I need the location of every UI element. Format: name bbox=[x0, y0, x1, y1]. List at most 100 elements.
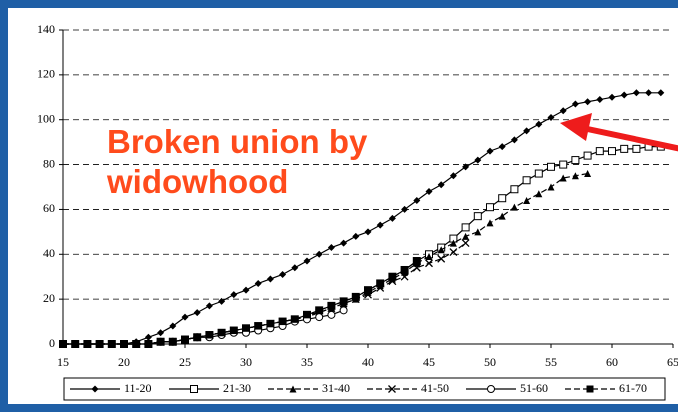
marker bbox=[401, 205, 409, 213]
marker bbox=[657, 89, 665, 97]
marker bbox=[523, 196, 531, 204]
marker bbox=[522, 176, 531, 185]
marker bbox=[461, 239, 470, 248]
marker bbox=[181, 336, 189, 344]
marker bbox=[486, 147, 494, 155]
arrow-shaft bbox=[577, 124, 678, 152]
marker bbox=[59, 340, 67, 348]
marker bbox=[71, 340, 79, 348]
plot: 0 20 40 60 80 100 120 140 15 20 25 30 35 40 45 50 55 60 65 bbox=[37, 22, 678, 369]
marker bbox=[388, 214, 396, 222]
marker bbox=[571, 100, 579, 108]
marker bbox=[157, 338, 165, 346]
marker bbox=[315, 306, 323, 314]
marker bbox=[376, 279, 384, 287]
marker bbox=[523, 127, 531, 135]
marker bbox=[388, 273, 396, 281]
marker bbox=[242, 324, 250, 332]
marker bbox=[559, 160, 568, 169]
marker bbox=[510, 136, 518, 144]
y-tick-label: 60 bbox=[43, 201, 55, 215]
marker bbox=[571, 172, 579, 180]
marker bbox=[376, 221, 384, 229]
marker bbox=[340, 239, 348, 247]
marker bbox=[535, 120, 543, 128]
marker bbox=[340, 297, 348, 305]
marker bbox=[266, 275, 274, 283]
y-tick-label: 120 bbox=[37, 67, 55, 81]
marker bbox=[205, 331, 213, 339]
marker bbox=[425, 187, 433, 195]
marker bbox=[96, 340, 104, 348]
marker bbox=[620, 144, 629, 153]
x-tick-label: 35 bbox=[301, 355, 313, 369]
legend-label: 41-50 bbox=[421, 381, 449, 395]
marker bbox=[190, 385, 198, 393]
marker bbox=[242, 286, 250, 294]
marker bbox=[473, 212, 482, 221]
marker bbox=[400, 272, 409, 281]
marker bbox=[449, 239, 457, 247]
legend-label: 21-30 bbox=[223, 381, 251, 395]
y-tick-label: 20 bbox=[43, 291, 55, 305]
marker bbox=[632, 89, 640, 97]
marker bbox=[144, 340, 152, 348]
marker bbox=[91, 385, 99, 393]
marker bbox=[254, 322, 262, 330]
marker bbox=[289, 385, 297, 393]
marker bbox=[584, 98, 592, 106]
marker bbox=[583, 151, 592, 160]
marker bbox=[205, 302, 213, 310]
marker bbox=[547, 162, 555, 171]
marker bbox=[645, 89, 653, 97]
marker bbox=[620, 91, 628, 99]
marker bbox=[266, 320, 274, 328]
marker bbox=[303, 311, 311, 319]
marker bbox=[291, 264, 299, 272]
marker bbox=[487, 385, 495, 393]
marker bbox=[510, 185, 519, 194]
marker bbox=[193, 309, 201, 317]
marker bbox=[230, 327, 238, 335]
x-tick-label: 45 bbox=[423, 355, 435, 369]
marker bbox=[462, 163, 470, 171]
marker bbox=[327, 310, 336, 319]
marker bbox=[498, 143, 506, 151]
marker bbox=[461, 223, 470, 232]
marker bbox=[584, 170, 592, 178]
x-tick-label: 20 bbox=[118, 355, 130, 369]
marker bbox=[474, 156, 482, 164]
y-tick-label: 100 bbox=[37, 111, 55, 125]
arrow-head bbox=[560, 113, 592, 141]
marker bbox=[437, 181, 445, 189]
marker bbox=[254, 279, 262, 287]
legend-label: 11-20 bbox=[124, 381, 152, 395]
marker bbox=[595, 147, 604, 156]
marker bbox=[364, 286, 372, 294]
y-tick-label: 80 bbox=[43, 156, 55, 170]
marker bbox=[412, 263, 421, 272]
marker bbox=[535, 190, 543, 198]
marker bbox=[193, 333, 201, 341]
marker bbox=[437, 246, 445, 254]
marker bbox=[339, 306, 348, 315]
marker bbox=[474, 228, 482, 236]
y-tick-label: 40 bbox=[43, 246, 55, 260]
marker bbox=[449, 248, 458, 257]
marker bbox=[559, 107, 567, 115]
marker bbox=[437, 254, 446, 263]
marker bbox=[413, 257, 421, 265]
marker bbox=[181, 313, 189, 321]
marker bbox=[230, 291, 238, 299]
marker bbox=[449, 172, 457, 180]
chart-panel bbox=[8, 8, 678, 404]
marker bbox=[83, 340, 91, 348]
marker bbox=[132, 340, 140, 348]
marker bbox=[547, 113, 555, 121]
marker bbox=[586, 385, 594, 393]
marker bbox=[352, 232, 360, 240]
marker bbox=[401, 266, 409, 274]
marker bbox=[559, 174, 567, 182]
marker bbox=[632, 144, 641, 153]
